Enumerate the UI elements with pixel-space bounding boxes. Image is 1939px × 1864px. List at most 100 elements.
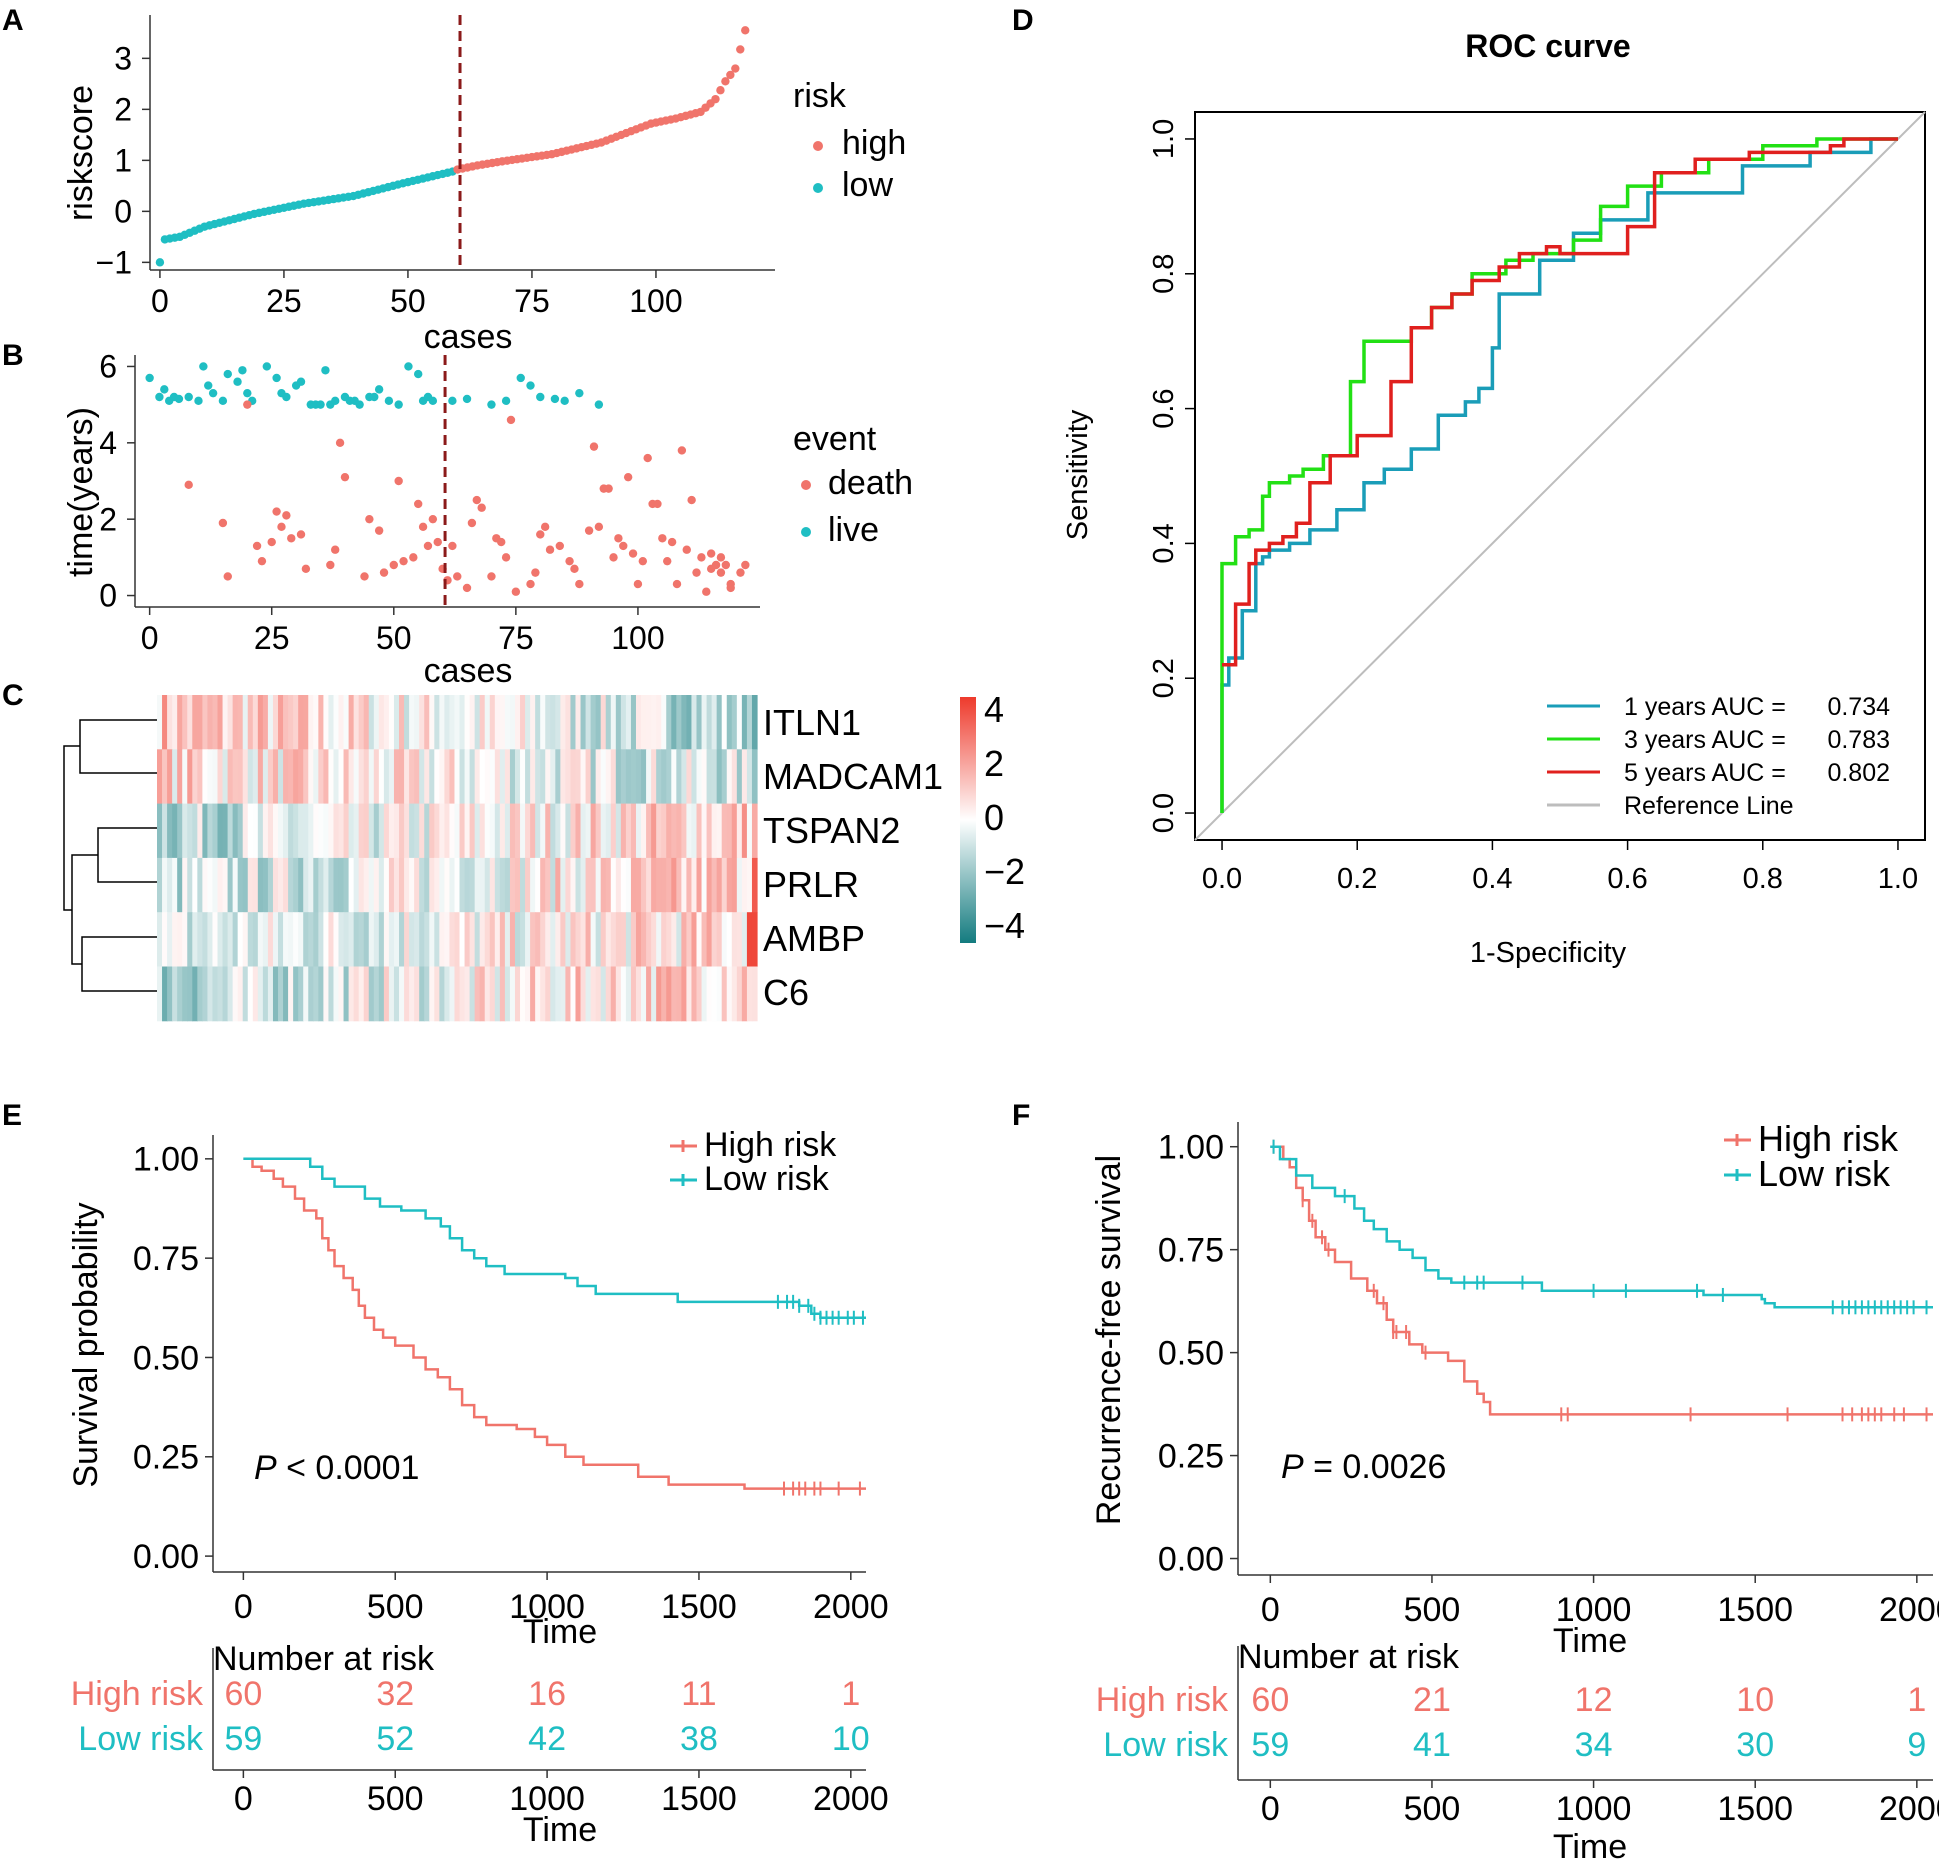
heatmap-cell xyxy=(691,966,698,1022)
live-point xyxy=(272,373,281,383)
heatmap-cell xyxy=(540,966,546,1022)
heatmap-cell xyxy=(353,966,360,1022)
heatmap-cell xyxy=(323,695,330,750)
heatmap-cell xyxy=(393,803,400,859)
panel-f-risk-table: Number at risk High risk Low risk 60 21 12… xyxy=(1096,1638,1939,1864)
death-point xyxy=(267,537,276,547)
heatmap-cell xyxy=(288,803,294,859)
panel-f-xlabel: Time xyxy=(1553,1622,1627,1660)
heatmap-cell xyxy=(343,695,350,750)
heatmap-cell xyxy=(393,966,400,1022)
riskscore-point xyxy=(155,258,165,267)
heatmap-cell xyxy=(615,912,622,967)
heatmap-cell xyxy=(605,803,612,859)
heatmap-cell xyxy=(741,857,748,913)
reference-line xyxy=(1194,111,1926,841)
heatmap-cell xyxy=(237,966,244,1022)
heatmap-cell xyxy=(676,749,682,805)
y-tick-label: 0.0 xyxy=(1148,793,1180,833)
death-point xyxy=(423,541,433,551)
heatmap-cell xyxy=(434,749,440,805)
heatmap-cell xyxy=(444,695,451,750)
heatmap-cell xyxy=(434,695,440,750)
heatmap-cell xyxy=(535,966,541,1022)
heatmap-cell xyxy=(157,912,163,967)
heatmap-cell xyxy=(721,803,728,859)
death-point xyxy=(282,511,291,520)
heatmap-cell xyxy=(333,966,340,1022)
x-tick-label: 0 xyxy=(1261,1591,1280,1629)
heatmap-cell xyxy=(590,857,597,913)
heatmap-cell xyxy=(388,695,395,750)
death-point xyxy=(677,446,687,455)
heatmap-cell xyxy=(469,912,476,967)
live-point xyxy=(526,381,535,390)
heatmap-cell xyxy=(338,803,345,859)
heatmap-cell xyxy=(726,803,733,859)
heatmap-cell xyxy=(545,857,551,913)
panel-b-legend-death-marker xyxy=(801,480,811,490)
heatmap-cell xyxy=(691,912,698,967)
heatmap-cell xyxy=(353,857,360,913)
roc-line-5-years xyxy=(1222,137,1898,667)
heatmap-cell xyxy=(187,749,193,805)
heatmap-cell xyxy=(464,966,471,1022)
heatmap-cell xyxy=(474,857,481,913)
heatmap-cell xyxy=(484,966,491,1022)
heatmap-cell xyxy=(328,749,335,805)
heatmap-cell xyxy=(393,749,400,805)
panel-label-b: B xyxy=(2,339,24,372)
heatmap-cell xyxy=(610,803,617,859)
heatmap-cell xyxy=(252,695,259,750)
live-point xyxy=(238,366,247,375)
heatmap-cell xyxy=(514,803,521,859)
risk-table-value: 59 xyxy=(224,1720,262,1758)
live-point xyxy=(428,396,438,406)
death-point xyxy=(453,572,462,581)
heatmap-cell xyxy=(731,695,738,750)
heatmap-cell xyxy=(706,803,713,859)
x-tick-label: 0.2 xyxy=(1337,863,1377,895)
heatmap-cell xyxy=(530,749,536,805)
heatmap-cell xyxy=(388,857,395,913)
risk-table-xticks: 0 500 1000 1500 2000 xyxy=(234,1770,889,1818)
x-tick-label: 1500 xyxy=(1717,1591,1793,1629)
heatmap-cell xyxy=(595,912,602,967)
panel-d-legend: 1 years AUC = 0.734 3 years AUC = 0.783 … xyxy=(1547,693,1890,820)
x-tick-label: 1500 xyxy=(661,1780,737,1818)
heatmap-cell xyxy=(363,695,370,750)
x-tick-label: 1000 xyxy=(1556,1591,1632,1629)
heatmap-cell xyxy=(363,857,370,913)
death-point xyxy=(257,556,267,566)
risk-table-title: Number at risk xyxy=(213,1640,435,1678)
death-point xyxy=(575,579,584,589)
heatmap-cell xyxy=(333,749,340,805)
heatmap-cell xyxy=(409,966,415,1022)
heatmap-cell xyxy=(681,749,688,805)
km-curve-low-risk xyxy=(243,1157,866,1319)
heatmap-cell xyxy=(278,749,284,805)
heatmap-cell xyxy=(479,912,486,967)
heatmap-cell xyxy=(570,749,577,805)
heatmap-cell xyxy=(414,695,420,750)
heatmap-cell xyxy=(414,803,420,859)
heatmap-cell xyxy=(716,912,723,967)
heatmap-cell xyxy=(630,749,637,805)
heatmap-cell xyxy=(227,857,234,913)
heatmap-cell xyxy=(666,749,672,805)
heatmap-cell xyxy=(605,966,612,1022)
heatmap-cell xyxy=(257,803,264,859)
heatmap-cell xyxy=(484,912,491,967)
heatmap-cell xyxy=(424,857,430,913)
heatmap-cell xyxy=(746,695,753,750)
panel-e-xlabel: Time xyxy=(523,1613,597,1651)
death-point xyxy=(555,541,565,551)
heatmap-cell xyxy=(378,695,385,750)
heatmap-cell xyxy=(383,857,390,913)
heatmap-cell xyxy=(242,749,249,805)
death-point xyxy=(326,560,335,570)
risk-table-value: 42 xyxy=(528,1720,566,1758)
heatmap-cell xyxy=(288,695,294,750)
